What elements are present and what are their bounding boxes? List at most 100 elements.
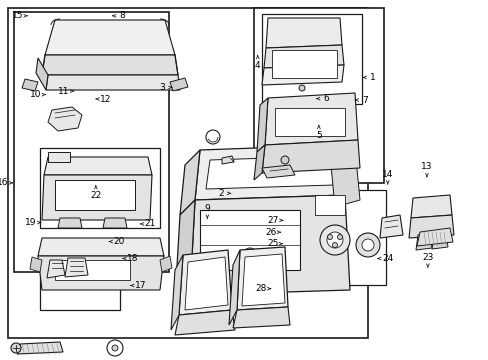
Bar — [314, 195, 345, 215]
Polygon shape — [379, 215, 402, 238]
Bar — [55, 180, 135, 210]
Polygon shape — [184, 257, 227, 310]
Polygon shape — [160, 256, 172, 272]
Text: 12: 12 — [100, 94, 111, 104]
Polygon shape — [44, 157, 152, 175]
Polygon shape — [262, 65, 343, 85]
Text: 18: 18 — [127, 254, 138, 263]
Polygon shape — [242, 254, 285, 306]
Polygon shape — [253, 145, 264, 180]
Polygon shape — [175, 310, 235, 335]
Polygon shape — [190, 195, 349, 295]
Text: 7: 7 — [362, 96, 367, 105]
Text: 2: 2 — [218, 189, 223, 198]
Polygon shape — [180, 150, 200, 215]
Polygon shape — [410, 195, 451, 218]
Polygon shape — [47, 260, 65, 278]
Polygon shape — [42, 55, 178, 75]
Text: 13: 13 — [420, 162, 432, 171]
Bar — [40, 148, 160, 228]
Bar — [253, 8, 383, 183]
Text: 26: 26 — [264, 228, 276, 237]
Text: 11: 11 — [58, 86, 69, 95]
Text: 24: 24 — [381, 254, 392, 263]
Circle shape — [298, 85, 305, 91]
Text: 25: 25 — [266, 239, 278, 248]
Text: 19: 19 — [25, 218, 37, 227]
Bar — [309, 190, 385, 285]
Bar — [14, 12, 169, 272]
Polygon shape — [262, 140, 359, 173]
Polygon shape — [237, 247, 287, 310]
Circle shape — [281, 156, 288, 164]
Bar — [274, 108, 345, 136]
Text: 16: 16 — [0, 178, 8, 187]
Polygon shape — [36, 58, 48, 90]
Text: 9: 9 — [204, 204, 210, 213]
Circle shape — [107, 340, 123, 356]
Circle shape — [327, 234, 332, 239]
Bar — [262, 14, 361, 104]
Polygon shape — [103, 218, 127, 228]
Polygon shape — [170, 78, 187, 91]
Circle shape — [361, 239, 373, 251]
Polygon shape — [416, 228, 452, 246]
Polygon shape — [46, 75, 180, 90]
Polygon shape — [431, 234, 447, 249]
Polygon shape — [175, 200, 195, 300]
Polygon shape — [195, 145, 345, 200]
Text: 14: 14 — [381, 170, 393, 179]
Polygon shape — [30, 257, 42, 272]
Text: 3: 3 — [159, 83, 164, 92]
Polygon shape — [264, 93, 357, 145]
Text: 23: 23 — [421, 253, 433, 262]
Text: 20: 20 — [113, 237, 124, 246]
Polygon shape — [58, 218, 82, 228]
Bar — [200, 210, 299, 270]
Polygon shape — [265, 18, 341, 48]
Polygon shape — [171, 255, 183, 330]
Circle shape — [337, 234, 342, 239]
Circle shape — [332, 243, 337, 248]
Polygon shape — [228, 250, 240, 325]
Polygon shape — [257, 98, 267, 152]
Bar — [271, 50, 336, 78]
Bar — [55, 260, 130, 280]
Polygon shape — [408, 215, 453, 238]
Polygon shape — [232, 307, 289, 328]
Bar — [40, 255, 120, 310]
Circle shape — [355, 233, 379, 257]
Polygon shape — [22, 79, 38, 91]
Circle shape — [11, 343, 21, 353]
Circle shape — [326, 232, 342, 248]
Polygon shape — [48, 107, 82, 131]
Circle shape — [319, 225, 349, 255]
Polygon shape — [179, 250, 231, 315]
Text: 5: 5 — [315, 131, 321, 140]
Text: 17: 17 — [135, 281, 146, 290]
Polygon shape — [38, 256, 163, 290]
Text: 4: 4 — [254, 61, 260, 70]
Polygon shape — [205, 156, 333, 189]
Text: 28: 28 — [255, 284, 266, 293]
Text: 1: 1 — [369, 73, 375, 82]
Polygon shape — [222, 156, 234, 164]
Polygon shape — [264, 45, 343, 68]
Text: 8: 8 — [120, 11, 125, 20]
Polygon shape — [329, 148, 359, 207]
Polygon shape — [415, 235, 431, 250]
Circle shape — [243, 248, 257, 262]
Text: 27: 27 — [267, 216, 278, 225]
Text: 15: 15 — [12, 11, 23, 20]
Text: 22: 22 — [90, 191, 102, 200]
Bar — [8, 8, 367, 338]
Bar — [48, 152, 70, 162]
Text: 10: 10 — [30, 90, 41, 99]
Text: 21: 21 — [144, 219, 156, 228]
Circle shape — [112, 345, 118, 351]
Polygon shape — [17, 342, 63, 354]
Polygon shape — [45, 20, 175, 55]
Polygon shape — [65, 258, 88, 277]
Text: 6: 6 — [323, 94, 328, 103]
Polygon shape — [42, 175, 152, 220]
